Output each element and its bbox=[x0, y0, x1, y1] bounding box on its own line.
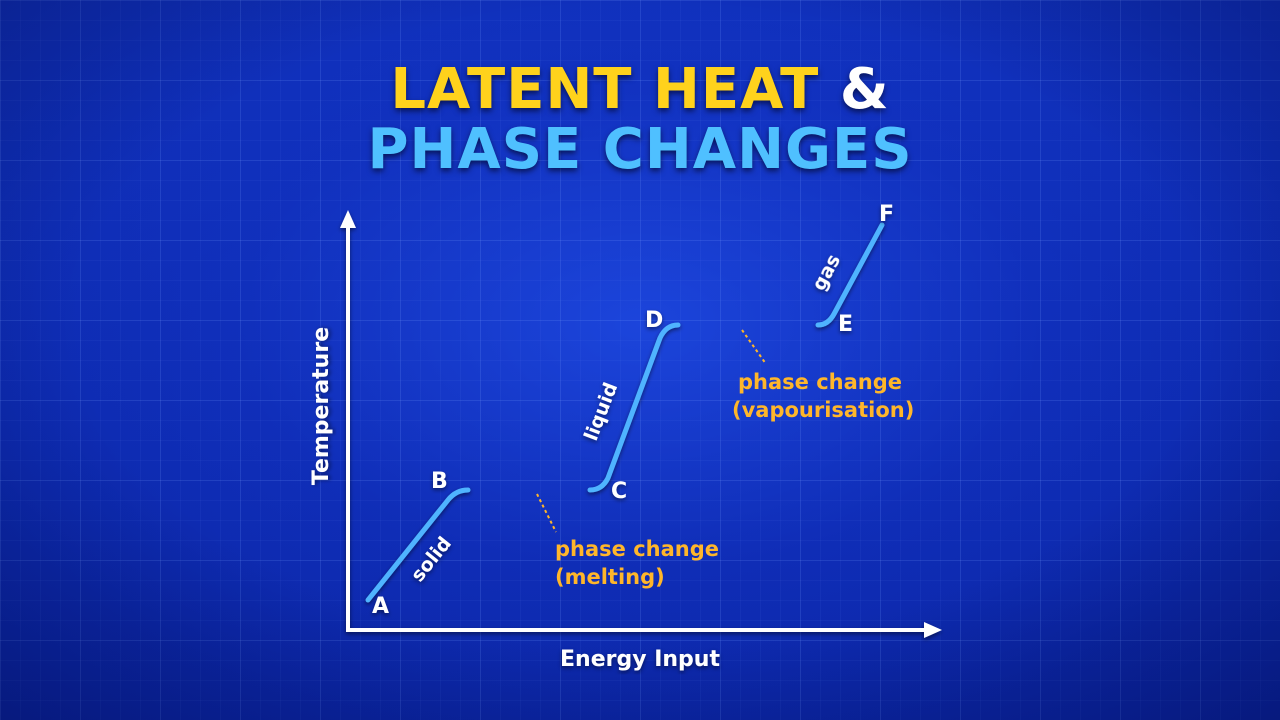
vapourisation-annotation: phase change (vapourisation) bbox=[732, 370, 914, 422]
melting-annotation: phase change (melting) bbox=[555, 537, 719, 589]
title-ampersand: & bbox=[839, 57, 890, 122]
heating-curve bbox=[365, 222, 885, 603]
title-phase-changes: PHASE CHANGES bbox=[367, 117, 913, 182]
melting-annotation-line1: phase change bbox=[555, 537, 719, 561]
vapourisation-leader-line bbox=[741, 329, 767, 365]
segment-gas bbox=[815, 222, 885, 328]
point-label-b: B bbox=[431, 469, 448, 494]
vapourisation-annotation-line1: phase change bbox=[738, 370, 902, 394]
point-labels: A B C D E F bbox=[372, 202, 894, 619]
title-latent-heat: LATENT HEAT bbox=[390, 57, 820, 122]
point-label-e: E bbox=[838, 312, 853, 337]
point-label-f: F bbox=[879, 202, 894, 227]
title-line-1: LATENT HEAT & bbox=[0, 62, 1280, 118]
point-label-d: D bbox=[645, 308, 663, 333]
point-label-c: C bbox=[611, 479, 627, 504]
segment-label-gas: gas bbox=[808, 251, 845, 295]
axes bbox=[340, 210, 942, 638]
segment-liquid bbox=[587, 322, 681, 493]
melting-leader-line bbox=[536, 493, 557, 533]
x-axis-arrowhead bbox=[924, 622, 942, 638]
y-axis-arrowhead bbox=[340, 210, 356, 228]
segment-label-liquid: liquid bbox=[580, 380, 622, 444]
y-axis-label: Temperature bbox=[309, 327, 334, 485]
x-axis-label: Energy Input bbox=[560, 647, 720, 672]
vapourisation-annotation-line2: (vapourisation) bbox=[732, 398, 914, 422]
melting-annotation-line2: (melting) bbox=[555, 565, 665, 589]
point-label-a: A bbox=[372, 594, 389, 619]
